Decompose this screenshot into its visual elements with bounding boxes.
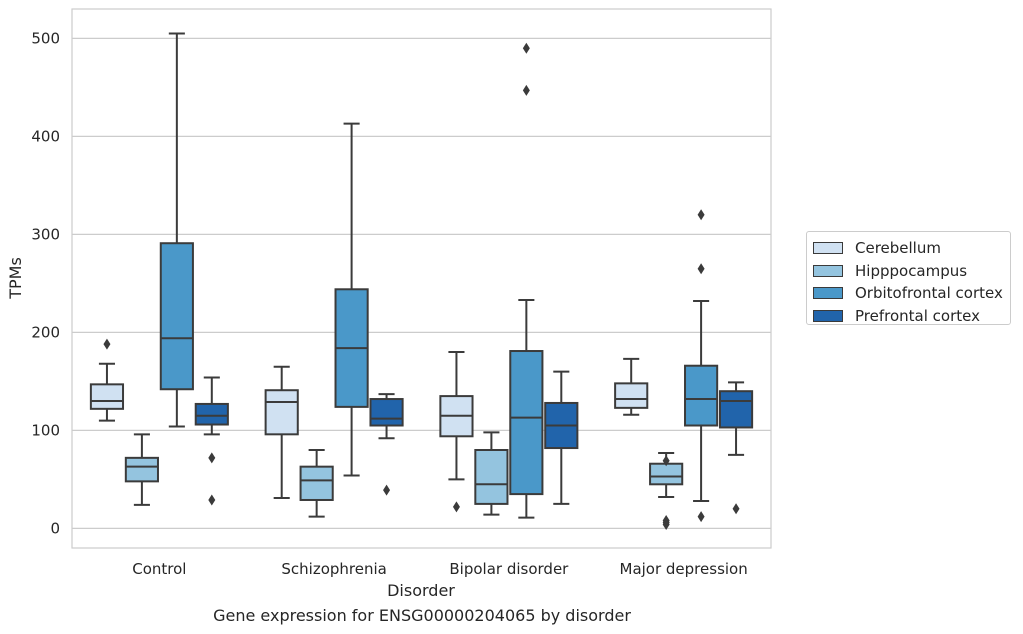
box-hipppocampus-bipolar-disorder [474,431,509,516]
iqr-box [614,382,649,409]
iqr-box [649,462,684,486]
outlier-point [522,84,530,96]
legend-label-prefrontal-cortex: Prefrontal cortex [855,306,980,325]
plot-area-frame [71,8,772,549]
iqr-box [299,465,334,501]
box-prefrontal-cortex-control [194,376,229,506]
box-orbitofrontal-cortex-schizophrenia [334,122,369,477]
x-axis-label: Disorder [387,581,455,600]
legend-item-cerebellum: Cerebellum [813,237,1010,260]
outlier-point [697,263,705,275]
legend-label-hippocampus: Hipppocampus [855,261,968,280]
box-hipppocampus-control [124,433,159,506]
legend-swatch-prefrontal-cortex [813,309,843,322]
iqr-box [124,456,159,483]
iqr-box [474,449,509,505]
box-cerebellum-control [89,338,125,422]
y-tick-label: 300 [31,225,60,243]
x-tick-label: Bipolar disorder [449,560,569,578]
outlier-point [103,338,111,350]
box-orbitofrontal-cortex-control [159,32,194,428]
x-tick-label: Schizophrenia [281,560,386,578]
iqr-box [194,402,229,426]
outlier-point [208,452,216,464]
box-series [89,32,754,530]
outlier-point [732,503,740,515]
x-tick-label: Major depression [620,560,748,578]
x-tick-label: Control [132,560,186,578]
legend: Cerebellum Hipppocampus Orbitofrontal co… [806,231,1011,325]
outlier-point [522,42,530,54]
box-cerebellum-major-depression [614,357,649,416]
box-hipppocampus-major-depression [649,451,684,530]
iqr-box [159,242,194,391]
y-tick-label: 400 [31,127,60,145]
outlier-point [697,511,705,523]
outlier-point [697,209,705,221]
box-prefrontal-cortex-bipolar-disorder [544,370,579,505]
box-cerebellum-schizophrenia [264,365,299,500]
y-axis-label: TPMs [6,257,25,300]
box-prefrontal-cortex-major-depression [718,381,754,515]
box-orbitofrontal-cortex-major-depression [684,209,719,523]
iqr-box [369,398,404,427]
legend-item-orbitofrontal-cortex: Orbitofrontal cortex [813,282,1010,305]
box-cerebellum-bipolar-disorder [439,351,474,513]
box-orbitofrontal-cortex-bipolar-disorder [509,42,544,519]
iqr-box [509,350,544,496]
box-hipppocampus-schizophrenia [299,449,334,518]
legend-label-cerebellum: Cerebellum [855,239,941,258]
legend-item-hippocampus: Hipppocampus [813,260,1010,283]
iqr-box [89,383,125,410]
y-tick-label: 500 [31,29,60,47]
chart-caption: Gene expression for ENSG00000204065 by d… [213,606,631,625]
y-tick-label: 100 [31,421,60,439]
outlier-point [452,501,460,513]
iqr-box [718,390,754,429]
outlier-point [383,484,391,496]
legend-item-prefrontal-cortex: Prefrontal cortex [813,305,1010,328]
legend-swatch-cerebellum [813,242,843,255]
legend-swatch-orbitofrontal-cortex [813,287,843,300]
y-tick-label: 200 [31,323,60,341]
iqr-box [684,364,719,427]
outlier-point [662,518,670,530]
outlier-point [662,455,670,467]
box-prefrontal-cortex-schizophrenia [369,393,404,496]
legend-label-orbitofrontal-cortex: Orbitofrontal cortex [855,284,1003,303]
iqr-box [264,389,299,436]
axis-ticks: 0 100 200 300 400 500 Control Schizophrenia Bipo… [31,29,747,578]
outlier-point [208,494,216,506]
legend-swatch-hippocampus [813,264,843,277]
y-tick-label: 0 [50,519,60,537]
